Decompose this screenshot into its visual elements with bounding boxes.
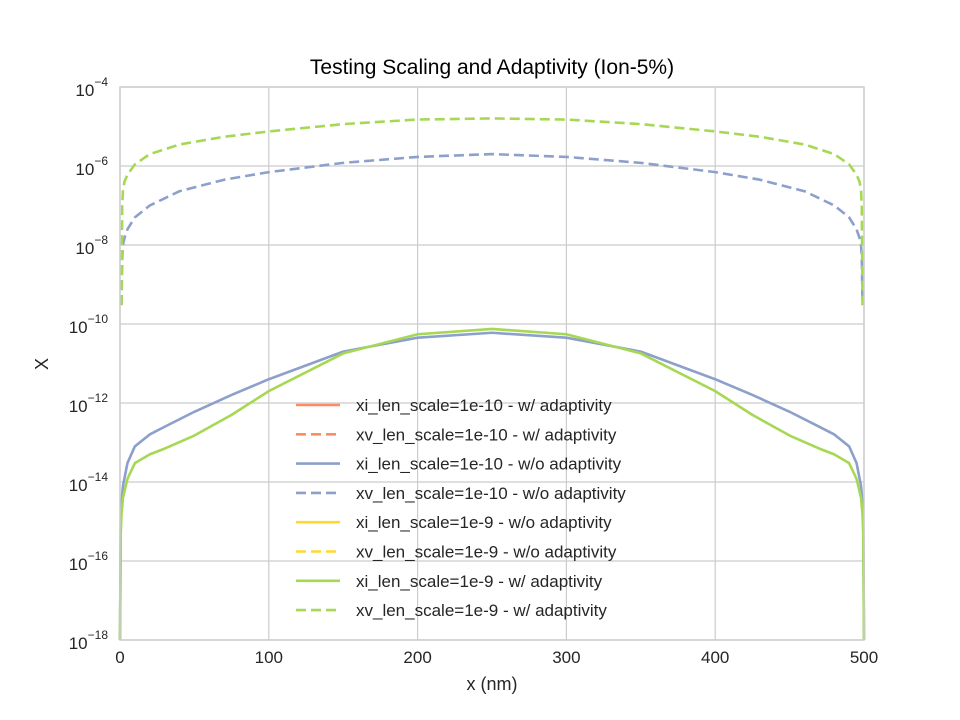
legend: xi_len_scale=1e-10 - w/ adaptivity xv_len… [296,396,626,620]
legend-label: xv_len_scale=1e-9 - w/ adaptivity [356,601,607,620]
legend-label: xv_len_scale=1e-10 - w/o adaptivity [356,484,626,503]
plot-frame [119,86,865,641]
plot-area [120,87,864,640]
x-tick-label: 100 [255,648,283,667]
series-line-2 [118,331,866,641]
x-tick-label: 400 [701,648,729,667]
legend-label: xi_len_scale=1e-10 - w/o adaptivity [356,455,622,474]
y-tick-label: 10−14 [69,470,109,495]
series-line-3 [120,152,864,306]
x-tick-label: 500 [850,648,878,667]
y-tick-label: 10−12 [69,391,109,416]
y-tick-label: 10−8 [75,233,108,258]
legend-label: xv_len_scale=1e-10 - w/ adaptivity [356,425,617,444]
x-tick-label: 300 [552,648,580,667]
y-axis-label: X [32,358,52,370]
legend-label: xv_len_scale=1e-9 - w/o adaptivity [356,543,617,562]
legend-label: xi_len_scale=1e-10 - w/ adaptivity [356,396,612,415]
y-tick-labels: 10−18 10−16 10−14 10−12 10−10 10−8 10−6 10−4 [69,75,109,653]
y-tick-label: 10−6 [75,154,108,179]
x-tick-label: 200 [403,648,431,667]
x-tick-labels: 0 100 200 300 400 500 [115,648,878,667]
legend-label: xi_len_scale=1e-9 - w/ adaptivity [356,572,603,591]
series-line-6 [118,327,866,641]
y-tick-label: 10−16 [69,549,109,574]
chart-title: Testing Scaling and Adaptivity (Ion-5%) [310,56,674,79]
x-tick-label: 0 [115,648,124,667]
y-tick-label: 10−18 [69,628,109,653]
series-layer [118,117,866,641]
x-axis-label: x (nm) [467,674,518,694]
legend-label: xi_len_scale=1e-9 - w/o adaptivity [356,513,612,532]
y-tick-label: 10−10 [69,312,109,337]
y-tick-label: 10−4 [75,75,108,100]
